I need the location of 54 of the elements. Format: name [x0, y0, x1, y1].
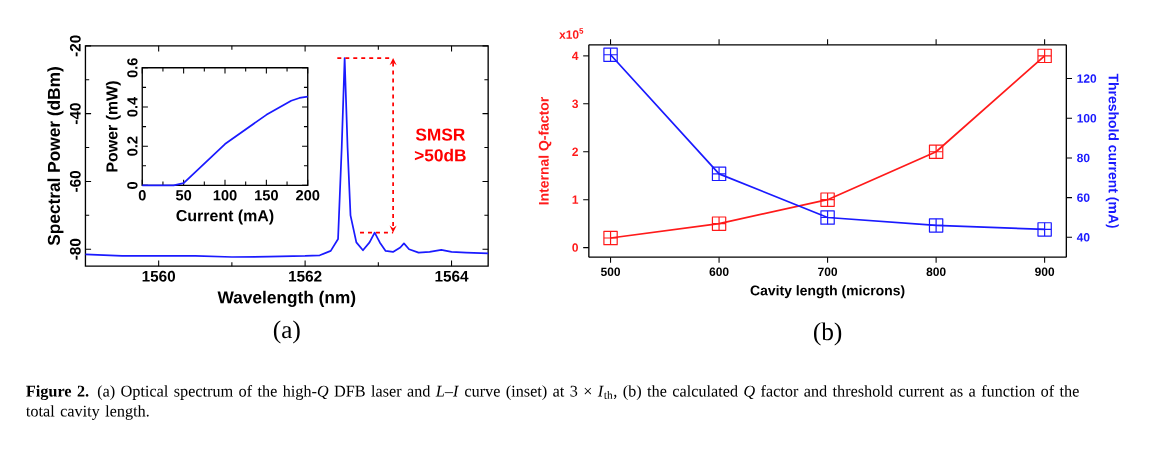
x-tick-label: 150	[255, 190, 278, 201]
point	[928, 218, 944, 233]
point	[928, 144, 944, 160]
y-tick-label: 2	[572, 147, 578, 157]
y-tick-label: 0.6	[127, 58, 138, 78]
point	[711, 216, 727, 232]
x-tick-label: 1564	[435, 271, 469, 282]
text: (b)	[813, 322, 842, 346]
point	[1037, 48, 1052, 64]
text: Figure 2. (a) Optical spectrum of the high-Q DFB laser and L–I curve (inset) at 3 × I$_{th}$, (b) the calculated Q factor and threshold current as a function of the total cavity length.	[26, 385, 1079, 421]
point	[1037, 222, 1052, 237]
point	[820, 192, 835, 208]
x-tick-label: 800	[926, 267, 946, 277]
y-tick-label: 3	[572, 99, 579, 109]
x-tick-label: 0	[138, 190, 146, 201]
x-axis-title: Current (mA)	[176, 209, 274, 225]
line-series	[141, 95, 309, 187]
x-tick-label: 1562	[289, 271, 322, 282]
y-tick-label: 0	[127, 182, 138, 190]
x-tick-label: 600	[709, 267, 729, 277]
y-tick-label: 0.2	[127, 136, 138, 156]
y-tick-label: -40	[69, 103, 81, 125]
point	[820, 210, 835, 225]
y-tick-label: 4	[572, 51, 579, 61]
y-axis-title: Spectral Power (dBm)	[47, 67, 64, 246]
x-tick-label: 1560	[142, 271, 176, 282]
point	[603, 230, 618, 246]
y-tick-label: -20	[69, 35, 81, 57]
x-tick-label: 100	[213, 190, 237, 201]
y-axis-title: Power (mW)	[105, 81, 121, 172]
text: x10$^{5}$	[559, 28, 584, 40]
y-tick-label: 0.4	[127, 97, 138, 117]
text: (a)	[273, 320, 300, 344]
y-tick-label: 0	[572, 243, 578, 253]
point	[711, 166, 727, 182]
y2-tick-label: 120	[1077, 74, 1097, 84]
y-tick-label: 1	[572, 195, 579, 204]
y-axis-title: Internal Q-factor	[538, 97, 552, 205]
y2-tick-label: 100	[1077, 114, 1097, 123]
x-tick-label: 50	[175, 190, 192, 201]
point	[603, 47, 618, 63]
x-tick-label: 500	[600, 267, 621, 277]
y2-tick-label: 80	[1077, 153, 1090, 163]
x-tick-label: 700	[818, 267, 838, 277]
y-tick-label: -60	[69, 171, 81, 193]
y2-tick-label: 60	[1077, 193, 1090, 203]
x-tick-label: 900	[1035, 267, 1055, 277]
x-axis-title: Wavelength (nm)	[217, 290, 356, 308]
annotation: SMSR >50dB	[414, 128, 466, 162]
y2-axis-title: Threshold current (mA)	[1105, 73, 1119, 229]
y2-tick-label: 40	[1076, 233, 1090, 242]
y-tick-label: -80	[69, 238, 81, 260]
x-tick-label: 200	[296, 190, 320, 201]
x-axis-title: Cavity length (microns)	[750, 285, 905, 299]
